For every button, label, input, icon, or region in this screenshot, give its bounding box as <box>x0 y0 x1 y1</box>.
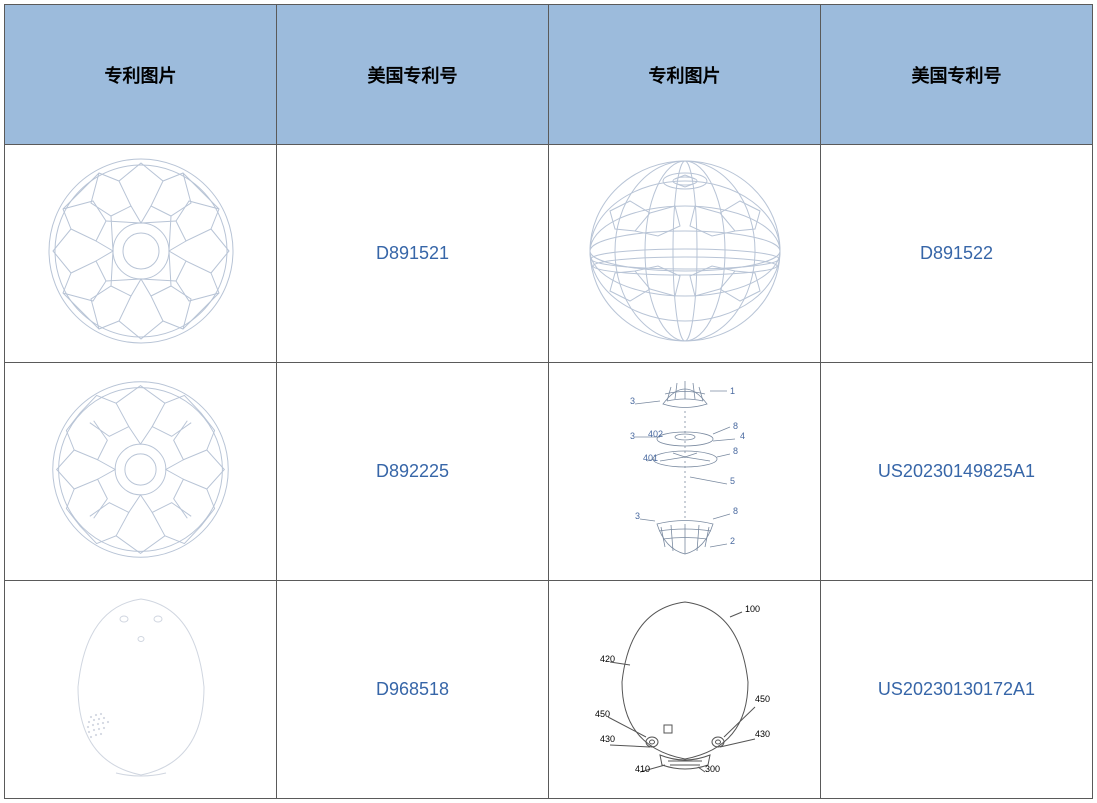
patent-number-cell: D968518 <box>277 581 549 799</box>
svg-text:402: 402 <box>648 429 663 439</box>
svg-text:430: 430 <box>600 734 615 744</box>
patent-image-cell <box>5 581 277 799</box>
col-header-patent-2: 美国专利号 <box>821 5 1093 145</box>
patent-image-cell: 3134028440185382 <box>549 363 821 581</box>
patent-number-cell: D892225 <box>277 363 549 581</box>
patent-number-link[interactable]: D891522 <box>920 243 993 263</box>
patent-number-link[interactable]: US20230130172A1 <box>878 679 1035 699</box>
svg-text:420: 420 <box>600 654 615 664</box>
svg-text:8: 8 <box>733 506 738 516</box>
svg-text:2: 2 <box>730 536 735 546</box>
patent-image-cell: 100 420 450 450 430 430 410 300 <box>549 581 821 799</box>
egg-plain-icon <box>56 587 226 787</box>
patent-number-link[interactable]: D891521 <box>376 243 449 263</box>
svg-text:4: 4 <box>740 431 745 441</box>
patent-number-link[interactable]: US20230149825A1 <box>878 461 1035 481</box>
patent-image-cell <box>549 145 821 363</box>
mesh-disc-icon <box>41 151 241 351</box>
svg-text:1: 1 <box>730 386 735 396</box>
svg-text:410: 410 <box>635 764 650 774</box>
col-header-patent-1: 美国专利号 <box>277 5 549 145</box>
patent-image-cell <box>5 363 277 581</box>
egg-labeled-icon: 100 420 450 450 430 430 410 300 <box>580 587 790 787</box>
table-row: D968518 <box>5 581 1093 799</box>
svg-text:3: 3 <box>630 396 635 406</box>
patent-number-cell: D891521 <box>277 145 549 363</box>
patent-number-cell: US20230149825A1 <box>821 363 1093 581</box>
svg-text:450: 450 <box>755 694 770 704</box>
patent-number-link[interactable]: D968518 <box>376 679 449 699</box>
svg-text:3: 3 <box>630 431 635 441</box>
svg-text:8: 8 <box>733 446 738 456</box>
patent-number-cell: D891522 <box>821 145 1093 363</box>
exploded-sphere-icon: 3134028440185382 <box>585 369 785 569</box>
svg-text:3: 3 <box>635 511 640 521</box>
patent-image-cell <box>5 145 277 363</box>
mesh-disc-icon <box>43 372 238 567</box>
svg-text:450: 450 <box>595 709 610 719</box>
svg-text:8: 8 <box>733 421 738 431</box>
mesh-sphere-icon <box>580 151 790 351</box>
svg-text:401: 401 <box>643 453 658 463</box>
svg-text:5: 5 <box>730 476 735 486</box>
patent-number-link[interactable]: D892225 <box>376 461 449 481</box>
svg-text:300: 300 <box>705 764 720 774</box>
col-header-image-1: 专利图片 <box>5 5 277 145</box>
table-header-row: 专利图片 美国专利号 专利图片 美国专利号 <box>5 5 1093 145</box>
svg-text:100: 100 <box>745 604 760 614</box>
svg-text:430: 430 <box>755 729 770 739</box>
patent-table: 专利图片 美国专利号 专利图片 美国专利号 <box>4 4 1093 799</box>
patent-number-cell: US20230130172A1 <box>821 581 1093 799</box>
table-row: D892225 <box>5 363 1093 581</box>
table-row: D891521 <box>5 145 1093 363</box>
col-header-image-2: 专利图片 <box>549 5 821 145</box>
